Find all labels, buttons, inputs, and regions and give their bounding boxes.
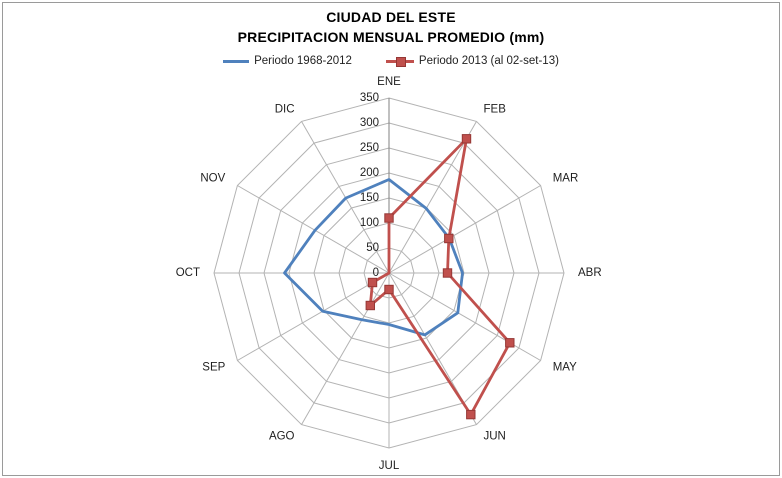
axis-label-jul: JUL — [379, 460, 400, 472]
axis-label-nov: NOV — [200, 173, 225, 185]
tick-label-200: 200 — [360, 167, 379, 179]
category-axis-nov — [237, 185, 390, 274]
axis-label-feb: FEB — [484, 103, 507, 115]
axis-label-oct: OCT — [176, 267, 200, 279]
tick-label-250: 250 — [360, 142, 379, 154]
axis-label-sep: SEP — [202, 362, 225, 374]
category-axis-may — [388, 272, 541, 361]
data-marker-sep — [367, 277, 378, 288]
data-marker-ene — [384, 213, 394, 223]
tick-label-350: 350 — [360, 92, 379, 104]
tick-label-50: 50 — [366, 242, 379, 254]
chart-title: CIUDAD DEL ESTE — [326, 9, 456, 25]
data-marker-jun — [466, 409, 476, 420]
axis-label-may: MAY — [553, 362, 577, 374]
data-marker-feb — [461, 134, 472, 144]
tick-label-300: 300 — [360, 117, 379, 129]
category-axis-ago — [301, 272, 390, 425]
legend-label: Periodo 1968-2012 — [254, 55, 352, 67]
legend-item-periodo-1968-2012: Periodo 1968-2012 — [223, 55, 352, 67]
chart-title-block: CIUDAD DEL ESTE PRECIPITACION MENSUAL PR… — [0, 7, 782, 47]
category-axis-mar — [388, 185, 541, 274]
axis-label-ene: ENE — [377, 76, 401, 88]
data-marker-abr — [442, 268, 453, 278]
axis-label-mar: MAR — [553, 173, 579, 185]
axis-label-abr: ABR — [578, 267, 602, 279]
data-marker-jul — [384, 284, 394, 295]
axis-label-ago: AGO — [269, 431, 295, 443]
axis-label-dic: DIC — [275, 103, 295, 115]
legend: Periodo 1968-2012 Periodo 2013 (al 02-se… — [0, 55, 782, 67]
category-axis-sep — [237, 272, 390, 361]
category-axis-feb — [388, 121, 477, 274]
tick-label-100: 100 — [360, 217, 379, 229]
data-marker-may — [505, 338, 515, 348]
blue-line-icon — [223, 59, 250, 63]
data-marker-mar — [444, 233, 454, 244]
chart-subtitle: PRECIPITACION MENSUAL PROMEDIO (mm) — [237, 29, 545, 45]
data-marker-ago — [365, 300, 376, 311]
tick-label-150: 150 — [360, 192, 379, 204]
axis-label-jun: JUN — [484, 431, 506, 443]
tick-label-0: 0 — [373, 267, 379, 279]
legend-label: Periodo 2013 (al 02-set-13) — [418, 55, 559, 67]
red-line-square-marker-icon — [385, 56, 414, 67]
legend-item-periodo-2013: Periodo 2013 (al 02-set-13) — [385, 55, 559, 67]
